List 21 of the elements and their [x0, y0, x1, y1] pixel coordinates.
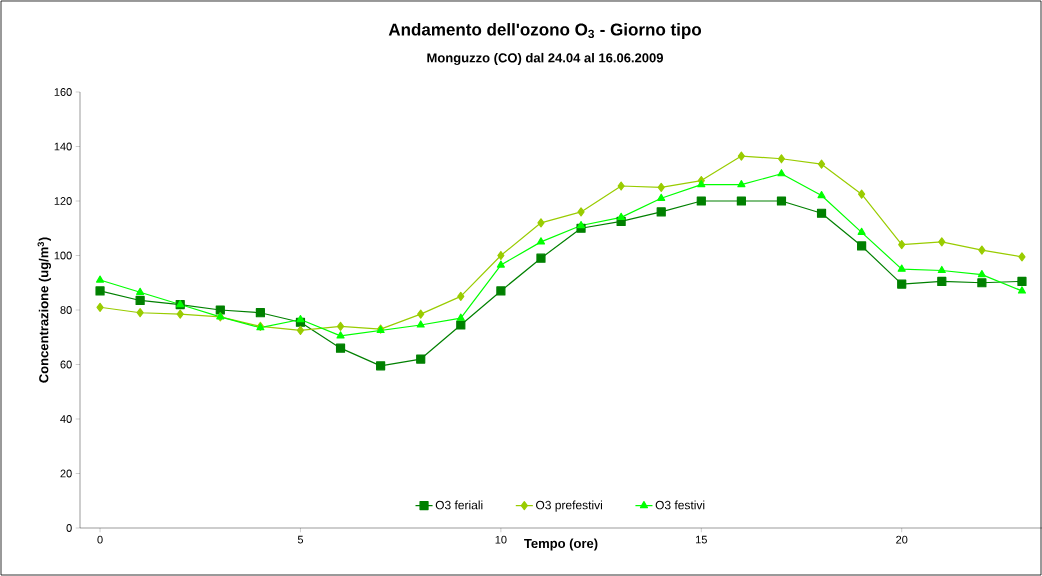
y-tick-label: 100 — [54, 251, 72, 260]
x-tick-label: 10 — [495, 535, 507, 544]
x-tick-label: 0 — [97, 535, 103, 544]
legend-label: O3 feriali — [435, 500, 483, 510]
y-tick-label: 140 — [54, 142, 72, 151]
x-tick-label: 15 — [696, 535, 707, 544]
y-tick-label: 60 — [60, 360, 72, 369]
legend-label: O3 festivi — [655, 500, 705, 510]
y-tick-label: 0 — [66, 524, 72, 532]
x-tick-label: 5 — [297, 535, 304, 544]
x-tick-label: 20 — [896, 535, 908, 544]
y-axis-title: Concentrazione (ug/m$^{3}$) — [37, 237, 51, 383]
chart-subtitle: Monguzzo (CO) dal 24.04 al 16.06.2009 — [427, 52, 663, 66]
y-tick-label: 160 — [54, 88, 72, 96]
legend-label: O3 prefestivi — [536, 500, 602, 512]
chart-title: Andamento dell'ozono O$_{3}$ - Giorno tipo — [388, 23, 702, 39]
y-tick-label: 20 — [60, 469, 72, 478]
y-tick-label: 120 — [54, 197, 72, 205]
x-axis-title: Tempo (ore) — [524, 538, 598, 551]
y-tick-label: 40 — [60, 415, 72, 423]
y-tick-label: 80 — [60, 306, 72, 314]
